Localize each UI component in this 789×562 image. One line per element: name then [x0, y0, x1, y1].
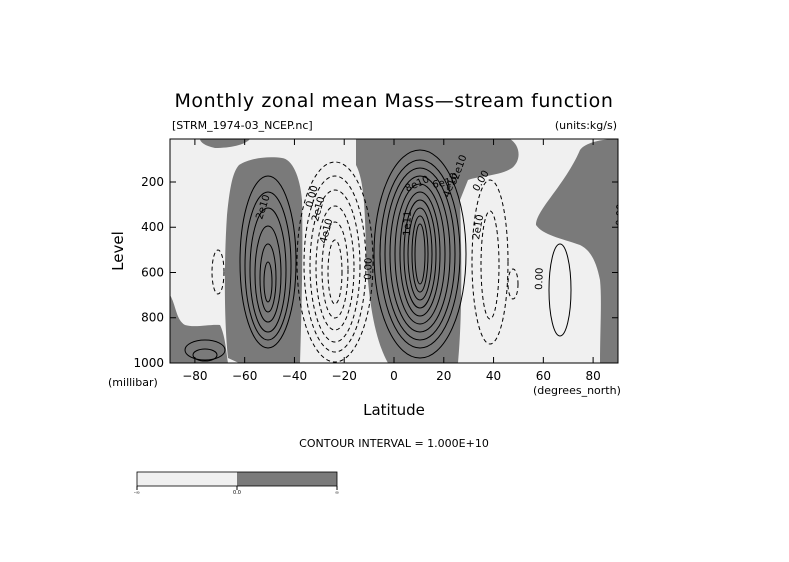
south-negative-contour	[296, 161, 374, 363]
tropical-cell-contour	[407, 207, 433, 301]
contour-label: 6e10	[432, 176, 459, 191]
polar-top-positive-region	[200, 139, 250, 148]
x-axis-title: Latitude	[363, 401, 425, 419]
contour-label: 2e10	[471, 214, 486, 241]
south-cell-contour	[254, 225, 282, 323]
tropical-cell-contour	[394, 183, 446, 325]
south-minor-negative-contour	[211, 249, 225, 295]
y-tick-label: 600	[141, 265, 164, 279]
tropical-cell-contour	[373, 149, 467, 359]
tropical-cell-contour	[411, 215, 429, 293]
south-cell-contour	[259, 243, 277, 313]
y-axis-title: Level	[109, 231, 127, 271]
south-cell-contour	[244, 191, 292, 341]
legend-label-min: -∞	[134, 490, 140, 496]
surface-contour	[192, 348, 218, 362]
southern-surface-positive-region	[170, 295, 228, 363]
contour-label: 0.00	[615, 203, 627, 226]
contour-label: 0.00	[534, 267, 546, 290]
north-negative-contour	[471, 179, 509, 345]
north-negative-contour	[507, 268, 519, 300]
south-cell-contour	[239, 175, 297, 349]
legend-swatch-negative	[137, 472, 237, 486]
south-negative-contour	[327, 239, 343, 305]
legend-label-max: ∞	[335, 490, 339, 496]
x-tick-label: −40	[282, 369, 307, 383]
x-axis-units: (degrees_north)	[533, 384, 621, 397]
x-tick-label: 0	[390, 369, 398, 383]
x-tick-label: −80	[182, 369, 207, 383]
y-tick-label: 1000	[133, 356, 164, 370]
x-tick-label: 20	[436, 369, 451, 383]
positive-contours	[184, 149, 572, 362]
y-axis-units: (millibar)	[108, 376, 158, 389]
negative-contours	[211, 161, 519, 363]
x-tick-label: −20	[332, 369, 357, 383]
color-legend: -∞ 0.0 ∞	[134, 471, 339, 496]
north-cell-contour	[548, 243, 572, 337]
south-cell-contour	[263, 261, 273, 303]
legend-label-zero: 0.0	[233, 490, 241, 496]
south-cell-contour	[249, 207, 287, 333]
x-tick-label: 80	[585, 369, 600, 383]
tropical-cell-contour	[403, 199, 437, 309]
contour-label: 0.00	[363, 257, 375, 280]
x-tick-label: −60	[232, 369, 257, 383]
y-tick-label: 800	[141, 311, 164, 325]
north-positive-region	[536, 139, 618, 363]
x-tick-label: 40	[486, 369, 501, 383]
y-axis: 200 400 600 800 1000	[133, 175, 618, 370]
tropical-cell-contour	[389, 175, 451, 333]
tropical-cell-contour	[399, 191, 441, 317]
y-tick-label: 400	[141, 220, 164, 234]
chart-title: Monthly zonal mean Mass—stream function	[174, 90, 613, 112]
surface-contour	[184, 339, 226, 361]
tropical-positive-cell-region	[356, 139, 519, 363]
north-negative-contour	[480, 210, 500, 320]
y-tick-label: 200	[141, 175, 164, 189]
units-label: (units:kg/s)	[555, 119, 617, 132]
tropical-cell-contour	[384, 167, 456, 341]
contour-label: 1e11	[402, 210, 414, 236]
x-tick-label: 60	[536, 369, 551, 383]
tropical-cell-contour	[414, 223, 426, 285]
tropical-cell-contour	[379, 159, 461, 349]
contour-interval-text: CONTOUR INTERVAL = 1.000E+10	[299, 437, 489, 450]
south-negative-contour	[309, 189, 361, 343]
south-negative-contour	[315, 205, 355, 331]
south-negative-contour	[303, 175, 367, 353]
plot-area: 2e10 2e10 4e10 0.00 0.00 1e11 8e10 6e10 …	[170, 139, 627, 363]
legend-swatch-positive	[237, 472, 337, 486]
south-negative-contour	[321, 221, 349, 319]
file-label: [STRM_1974-03_NCEP.nc]	[172, 119, 313, 132]
x-axis: −80 −60 −40 −20 0 20 40 60 80	[182, 139, 601, 383]
